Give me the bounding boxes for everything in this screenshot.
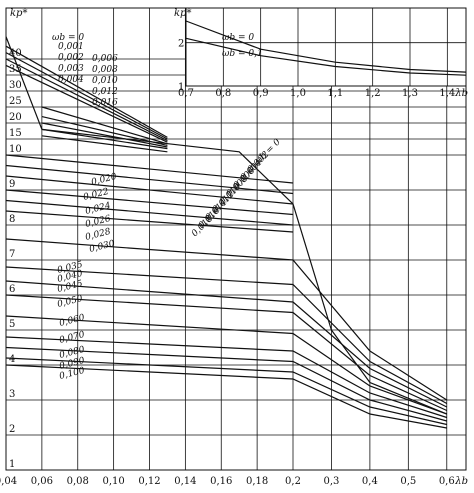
label-wb-value: 0,070 xyxy=(58,330,86,346)
label-wb-value: 0,002 xyxy=(58,53,84,63)
main-series-line xyxy=(5,346,447,422)
label-wb-value: 0,060 xyxy=(58,313,86,329)
label-wb-value: 0,022 xyxy=(82,187,110,203)
main-series-line xyxy=(5,364,447,429)
inset-series-label: ωb = 0 xyxy=(222,33,254,43)
main-x-tick-label: 0,3 xyxy=(323,476,339,487)
main-x-tick-label: 0,08 xyxy=(67,476,89,487)
main-x-tick-label: 0,2 xyxy=(285,476,301,487)
main-series-line xyxy=(5,238,448,401)
inset-y-tick-label: 2 xyxy=(178,39,184,50)
label-wb-value: 0,006 xyxy=(92,54,118,64)
inset-y-tick-label: 1 xyxy=(178,82,184,93)
main-y-tick-label: 9 xyxy=(9,179,15,190)
main-y-tick-label: 3 xyxy=(9,389,15,400)
inset-x-tick-label: 1,1 xyxy=(327,88,343,99)
main-x-tick-label: 0,18 xyxy=(246,476,268,487)
main-series-line xyxy=(5,36,448,415)
inset-x-tick-label: 0,7 xyxy=(178,88,194,99)
main-series-line xyxy=(5,164,294,195)
label-wb-value: 0,010 xyxy=(92,76,118,86)
inset-x-tick-label: 1,4 xyxy=(439,88,455,99)
inset-background xyxy=(186,6,466,86)
main-series-line xyxy=(5,280,448,408)
main-x-tick-label: 0,16 xyxy=(210,476,232,487)
main-series-line xyxy=(5,154,294,184)
main-y-tick-label: 5 xyxy=(9,319,15,330)
main-series-line xyxy=(41,116,168,146)
main-x-tick-label: 0,5 xyxy=(400,476,416,487)
inset-x-tick-label: 0,9 xyxy=(253,88,269,99)
main-y-axis-label: kp* xyxy=(10,8,27,19)
main-series-line xyxy=(5,294,448,412)
main-series-line xyxy=(5,210,294,233)
main-series-line xyxy=(41,122,168,148)
inset-x-tick-label: 1,3 xyxy=(402,88,418,99)
main-y-tick-label: 40 xyxy=(9,48,22,59)
label-wb-value: 0,004 xyxy=(58,75,84,85)
main-x-tick-label: 0,6 xyxy=(439,476,455,487)
main-series-line xyxy=(41,135,168,153)
inset-y-axis-label: kp* xyxy=(174,8,191,19)
label-wb-value: 0,050 xyxy=(56,294,84,310)
main-series-line xyxy=(5,52,168,140)
main-x-axis-label: λb xyxy=(454,476,468,487)
label-wb-value: 0,016 xyxy=(92,98,118,108)
main-series-line xyxy=(5,58,168,142)
main-series-line xyxy=(5,199,294,226)
inset-series-line xyxy=(185,20,467,73)
main-y-tick-label: 4 xyxy=(9,354,15,365)
main-series-line xyxy=(5,189,294,216)
inset-series-label: ωb = 0,1 xyxy=(222,49,263,59)
label-wb-value: 0,003 xyxy=(58,64,84,74)
main-y-tick-label: 20 xyxy=(9,112,22,123)
main-y-tick-label: 7 xyxy=(9,249,15,260)
main-series-line xyxy=(5,64,168,143)
inset-x-tick-label: 1,2 xyxy=(365,88,381,99)
main-series-line xyxy=(5,266,448,405)
label-wb-value: 0,008 xyxy=(92,65,118,75)
main-y-tick-label: 10 xyxy=(9,144,22,155)
main-x-tick-label: 0,14 xyxy=(174,476,196,487)
main-y-tick-label: 30 xyxy=(9,80,22,91)
main-series-line xyxy=(5,336,447,419)
main-y-tick-label: 2 xyxy=(9,424,15,435)
main-x-tick-label: 0,4 xyxy=(362,476,378,487)
main-series-line xyxy=(5,315,448,415)
label-wb-value: 0,012 xyxy=(92,87,118,97)
inset-x-tick-label: 1,0 xyxy=(290,88,306,99)
main-y-tick-label: 6 xyxy=(9,284,15,295)
inset-x-tick-label: 0,8 xyxy=(215,88,231,99)
main-series-line xyxy=(41,106,168,145)
main-x-tick-label: 0,12 xyxy=(138,476,160,487)
main-x-tick-label: 0,06 xyxy=(31,476,53,487)
main-y-tick-label: 15 xyxy=(9,128,22,139)
main-y-tick-label: 25 xyxy=(9,96,22,107)
main-series-line xyxy=(41,128,168,150)
label-wb0-top: ωb = 0 xyxy=(52,33,84,43)
main-x-tick-label: 0,04 xyxy=(0,476,17,487)
label-wb-value: 0,001 xyxy=(58,42,84,52)
main-series-line xyxy=(5,357,447,426)
main-series-line xyxy=(5,45,168,138)
main-y-tick-label: 1 xyxy=(9,459,15,470)
main-series-line xyxy=(5,175,294,205)
inset-x-axis-label: λb xyxy=(454,88,468,99)
main-y-tick-label: 8 xyxy=(9,214,15,225)
main-x-tick-label: 0,10 xyxy=(102,476,124,487)
inset-series-line xyxy=(185,37,467,76)
